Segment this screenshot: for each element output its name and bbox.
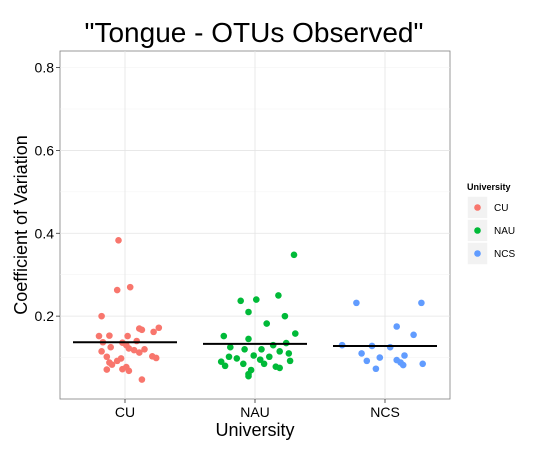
data-point-nau: [276, 364, 284, 372]
data-point-cu: [103, 353, 111, 361]
data-point-cu: [130, 346, 138, 354]
y-tick-label: 0.4: [35, 225, 55, 241]
legend-swatch-cu: [474, 204, 481, 211]
data-point-cu: [95, 332, 103, 340]
legend-title: University: [467, 182, 511, 192]
data-point-nau: [240, 360, 247, 368]
data-point-nau: [260, 360, 268, 368]
mean-lines: [73, 341, 437, 347]
data-point-cu: [125, 367, 133, 375]
x-axis: CU NAU NCS: [115, 399, 400, 420]
data-point-cu: [119, 365, 126, 373]
data-point-cu: [126, 283, 134, 291]
x-tick-label: NCS: [370, 404, 400, 420]
data-point-cu: [138, 376, 146, 383]
legend-label-ncs: NCS: [494, 249, 515, 260]
data-point-nau: [220, 332, 228, 340]
legend: University CU NAU NCS: [466, 182, 515, 266]
data-point-nau: [281, 312, 289, 320]
data-point-nau: [252, 296, 260, 303]
y-tick-label: 0.6: [35, 142, 55, 158]
x-tick-label: NAU: [240, 404, 270, 420]
data-point-nau: [241, 345, 248, 353]
data-point-cu: [115, 237, 122, 244]
data-point-cu: [107, 343, 114, 351]
data-point-nau: [227, 343, 234, 351]
data-point-ncs: [376, 354, 384, 361]
y-axis: 0.2 0.4 0.6 0.8: [35, 60, 60, 324]
data-point-ncs: [358, 350, 365, 357]
data-point-cu: [141, 345, 148, 353]
data-point-ncs: [393, 323, 401, 330]
data-point-ncs: [363, 357, 371, 365]
data-point-ncs: [372, 365, 380, 373]
data-point-cu: [133, 337, 140, 345]
data-point-nau: [217, 358, 225, 366]
data-point-ncs: [353, 299, 360, 307]
data-point-ncs: [410, 331, 417, 339]
legend-swatch-ncs: [474, 250, 481, 257]
y-tick-label: 0.8: [35, 60, 55, 76]
chart-title: "Tongue - OTUs Observed": [85, 17, 424, 48]
data-point-ncs: [418, 299, 425, 307]
data-point-nau: [221, 362, 229, 370]
data-point-nau: [245, 335, 252, 343]
data-point-nau: [245, 372, 252, 380]
data-point-cu: [113, 286, 121, 294]
data-point-cu: [124, 332, 131, 340]
data-point-nau: [276, 348, 284, 355]
data-point-nau: [256, 356, 264, 363]
data-point-ncs: [386, 343, 394, 351]
data-point-nau: [292, 330, 299, 337]
data-point-nau: [285, 350, 293, 357]
data-point-nau: [250, 352, 257, 359]
data-point-cu: [136, 349, 143, 356]
data-point-cu: [117, 355, 125, 362]
data-point-nau: [266, 353, 273, 361]
data-point-ncs: [399, 361, 407, 369]
data-point-ncs: [401, 352, 408, 359]
y-axis-label: Coefficient of Variation: [11, 135, 31, 314]
data-points: [95, 237, 427, 383]
data-point-nau: [245, 308, 252, 316]
data-point-nau: [237, 297, 244, 305]
data-point-cu: [108, 361, 116, 368]
data-point-nau: [225, 353, 233, 361]
data-point-nau: [263, 320, 271, 327]
data-point-cu: [152, 354, 160, 362]
legend-swatch-nau: [474, 227, 481, 234]
data-point-nau: [233, 355, 241, 362]
data-point-cu: [125, 345, 133, 352]
data-point-nau: [269, 341, 277, 349]
data-point-nau: [275, 292, 282, 299]
data-point-ncs: [419, 360, 427, 368]
x-axis-label: University: [215, 420, 294, 440]
data-point-nau: [290, 251, 298, 259]
data-point-cu: [150, 328, 157, 336]
data-point-cu: [98, 348, 105, 355]
y-tick-label: 0.2: [35, 308, 55, 324]
data-point-cu: [106, 332, 113, 339]
grid: [60, 51, 450, 399]
data-point-nau: [286, 357, 294, 365]
data-point-cu: [98, 312, 105, 320]
data-point-cu: [103, 366, 111, 373]
legend-label-cu: CU: [494, 203, 508, 214]
legend-label-nau: NAU: [494, 226, 515, 237]
data-point-cu: [138, 326, 146, 334]
data-point-nau: [258, 345, 265, 353]
x-tick-label: CU: [115, 404, 135, 420]
data-point-cu: [155, 324, 163, 332]
